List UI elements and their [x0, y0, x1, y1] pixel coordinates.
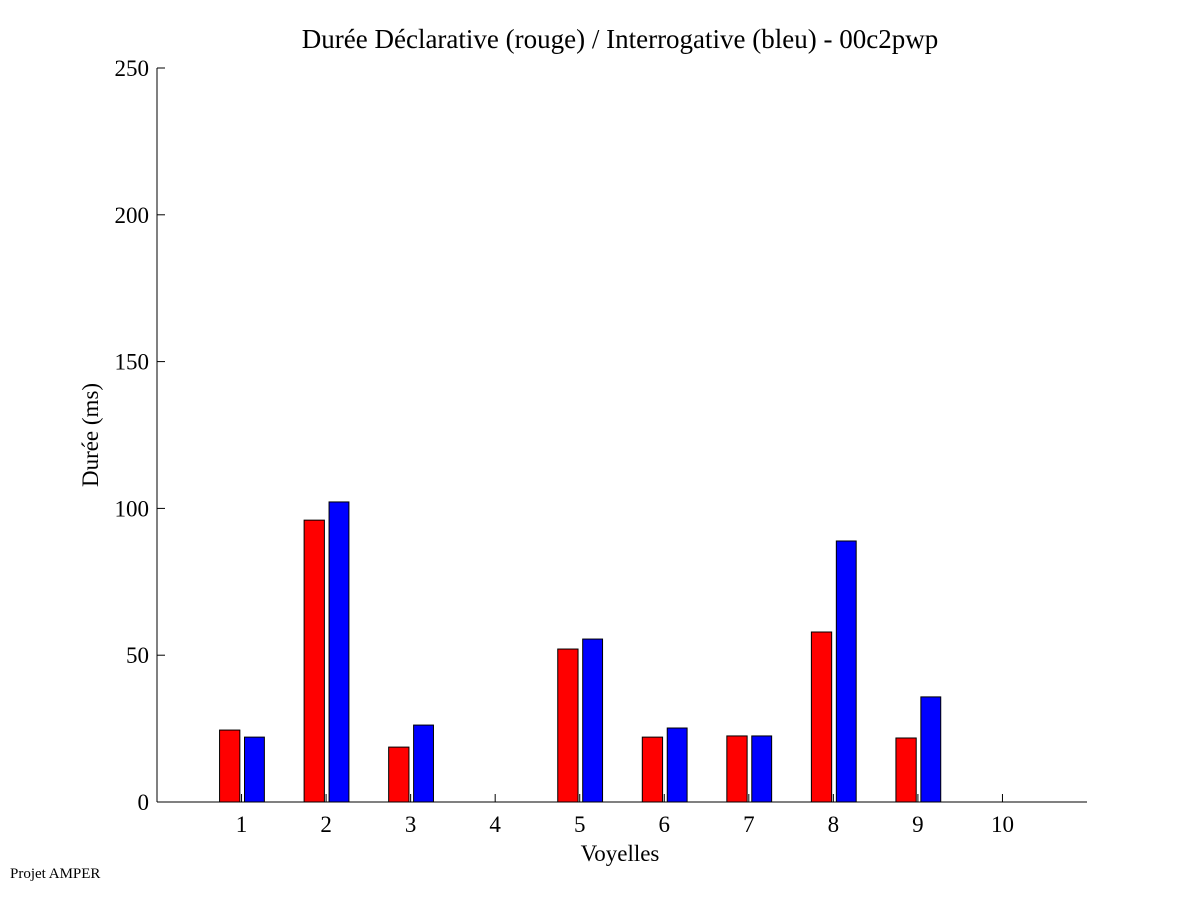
- y-tick-label: 150: [115, 350, 150, 375]
- bar-declarative-6: [641, 736, 664, 803]
- y-tick-label: 50: [126, 643, 149, 668]
- bar-interrogative-2: [328, 501, 350, 803]
- x-tick-label: 7: [743, 812, 755, 837]
- bar-declarative-3: [388, 746, 410, 803]
- y-tick-label: 200: [115, 203, 150, 228]
- bar-interrogative-5: [582, 638, 604, 803]
- bar-declarative-2: [303, 519, 325, 803]
- bar-declarative-8: [810, 631, 833, 803]
- x-tick-label: 4: [489, 812, 501, 837]
- bar-declarative-9: [895, 737, 917, 803]
- bar-interrogative-1: [244, 736, 265, 803]
- bar-interrogative-8: [835, 540, 857, 803]
- y-axis-label: Durée (ms): [78, 383, 103, 487]
- x-tick-label: 5: [574, 812, 586, 837]
- bar-interrogative-3: [413, 724, 434, 803]
- x-tick-label: 9: [912, 812, 924, 837]
- footer-text: Projet AMPER: [10, 866, 100, 882]
- x-tick-label: 3: [405, 812, 417, 837]
- bar-interrogative-9: [920, 696, 942, 803]
- y-tick-label: 250: [115, 56, 150, 81]
- bar-declarative-1: [219, 729, 241, 803]
- bar-interrogative-7: [751, 735, 773, 803]
- x-tick-label: 6: [659, 812, 671, 837]
- chart-title: Durée Déclarative (rouge) / Interrogativ…: [302, 24, 938, 54]
- x-tick-label: 8: [828, 812, 840, 837]
- x-axis-label: Voyelles: [581, 841, 660, 866]
- x-tick-label: 1: [236, 812, 248, 837]
- bar-declarative-7: [726, 735, 748, 803]
- x-tick-label: 2: [320, 812, 332, 837]
- bar-declarative-5: [557, 648, 579, 803]
- y-tick-label: 0: [138, 790, 150, 815]
- y-tick-label: 100: [115, 496, 150, 521]
- x-tick-label: 10: [991, 812, 1014, 837]
- bar-interrogative-6: [666, 727, 688, 803]
